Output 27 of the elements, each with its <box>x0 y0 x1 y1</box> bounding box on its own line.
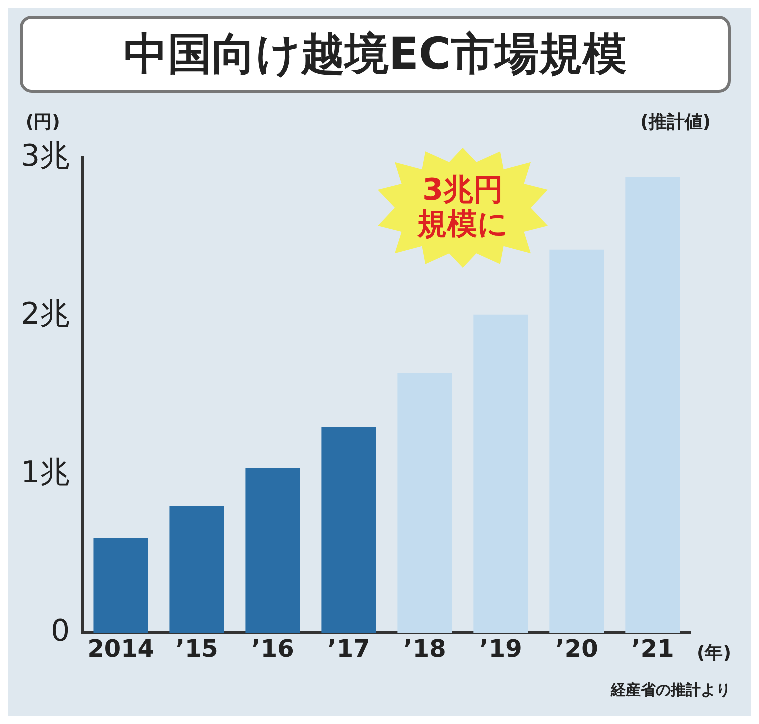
bar <box>474 314 528 634</box>
x-tick-label: ’19 <box>480 634 522 663</box>
bar <box>550 250 604 634</box>
bar <box>170 506 224 634</box>
bar <box>246 468 300 634</box>
x-tick-label: ’15 <box>176 634 218 663</box>
x-tick-label: 2014 <box>88 634 154 663</box>
x-tick-label: ’17 <box>328 634 370 663</box>
y-tick-label: 0 <box>50 614 70 649</box>
x-tick-label: ’16 <box>252 634 294 663</box>
x-tick-label: ’20 <box>556 634 598 663</box>
y-tick-label: 3兆 <box>20 138 70 174</box>
x-tick-label: ’18 <box>404 634 446 663</box>
x-axis-title: (年) <box>697 643 732 664</box>
text: 経産省の推計より <box>610 681 731 700</box>
bar <box>94 538 148 634</box>
annotation: 3兆円規模に <box>416 173 510 242</box>
x-tick-label: ’21 <box>632 634 674 663</box>
bar <box>626 177 680 634</box>
text: (推計値) <box>640 112 711 133</box>
y-tick-label: 2兆 <box>20 297 70 332</box>
bar <box>322 427 376 634</box>
y-tick-label: 1兆 <box>20 456 70 491</box>
bar <box>398 373 452 634</box>
chart-title: 中国向け越境EC市場規模 <box>20 16 731 93</box>
y-axis-title: (円) <box>26 112 60 133</box>
starburst: 3兆円規模に <box>378 148 548 268</box>
